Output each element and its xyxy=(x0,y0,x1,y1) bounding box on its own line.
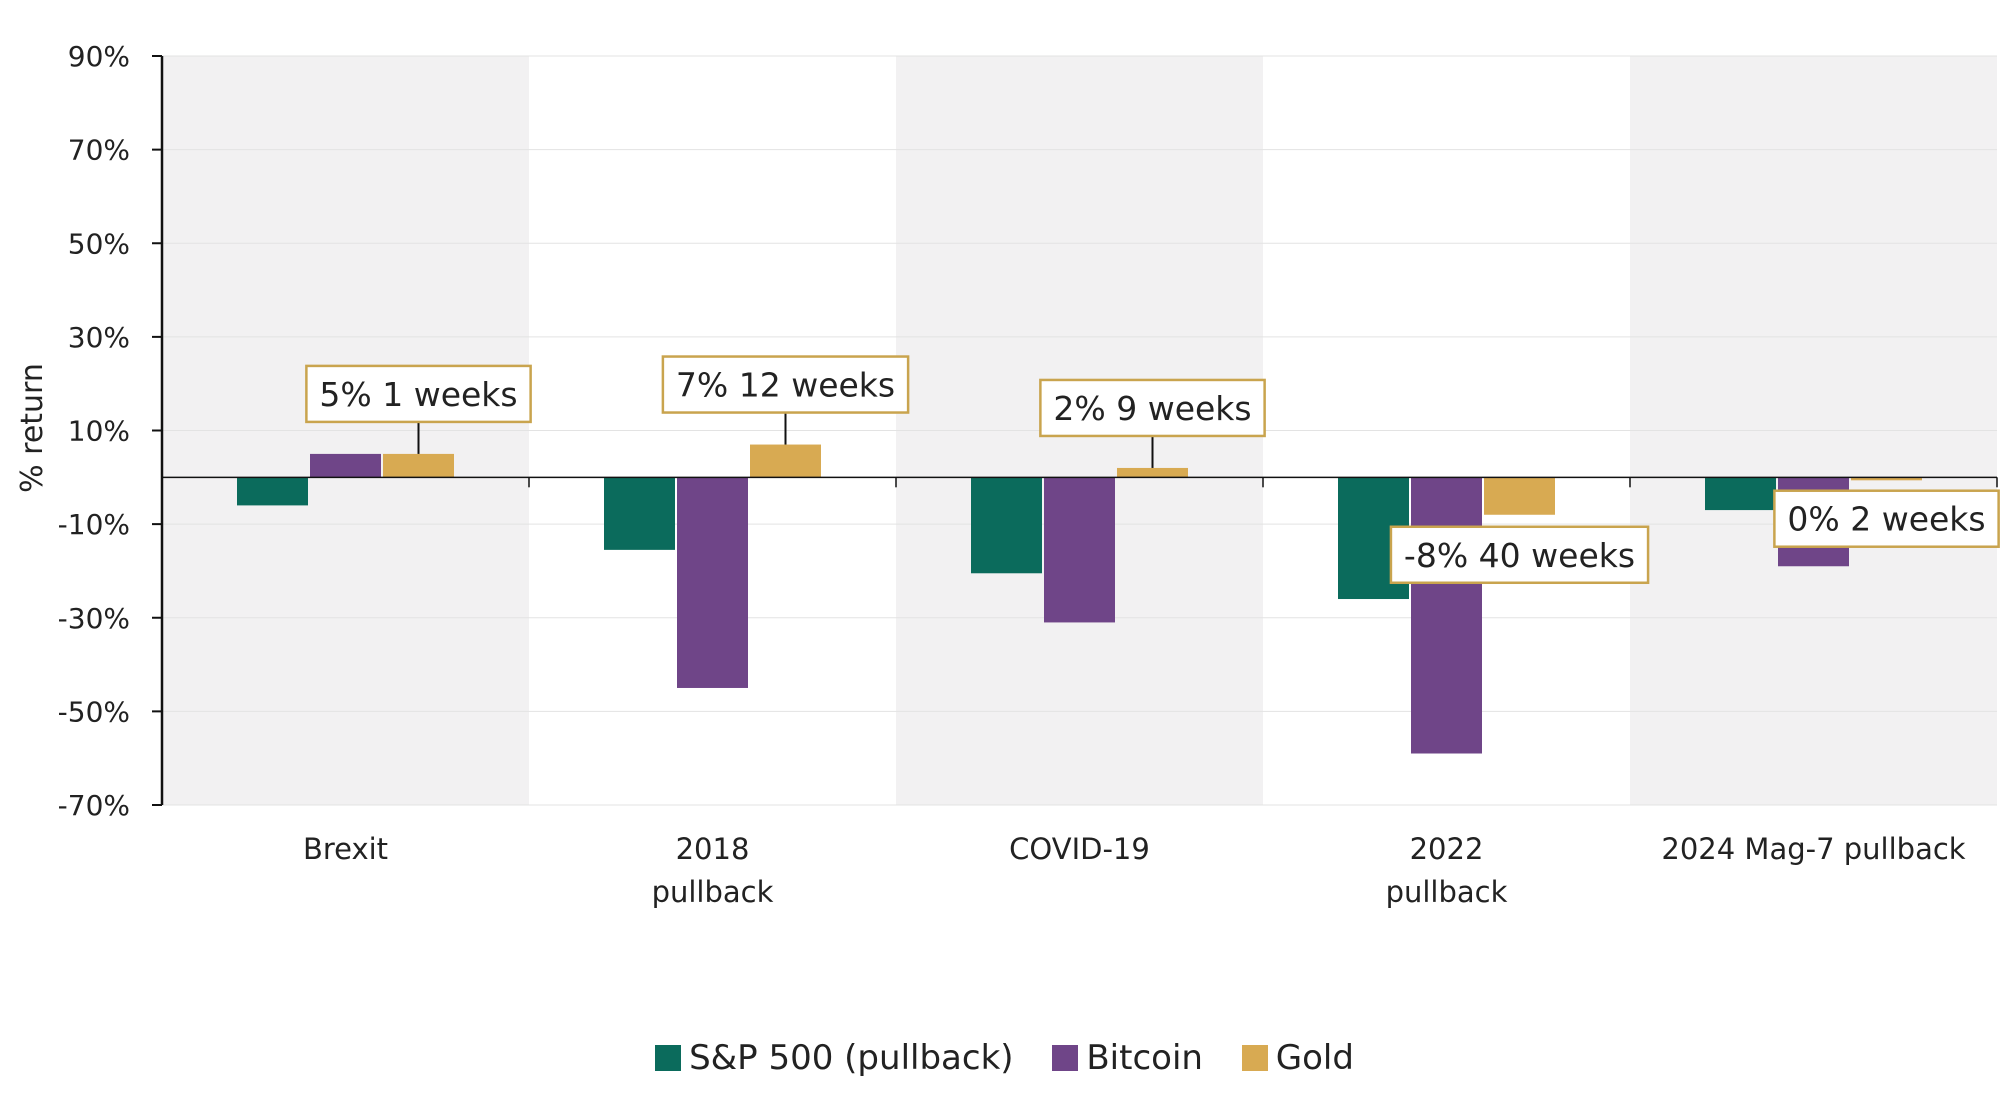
y-tick-label: 70% xyxy=(68,134,130,167)
legend-label-bitcoin: Bitcoin xyxy=(1086,1038,1203,1078)
legend-item-gold: Gold xyxy=(1241,1038,1354,1078)
bar-s-p-500-pullback-2018-pullback xyxy=(604,477,675,550)
bar-bitcoin-2018-pullback xyxy=(677,477,748,688)
annotation-label: 2% 9 weeks xyxy=(1053,389,1251,428)
category-label-covid-19: COVID-19 xyxy=(1009,832,1150,866)
y-tick-label: 90% xyxy=(68,40,130,73)
legend-swatch-bitcoin xyxy=(1052,1045,1079,1071)
category-label-2018-pullback: pullback xyxy=(652,875,774,909)
x-category-labels: Brexit 2018 pullback COVID-19 2022 pullback 20… xyxy=(303,832,1966,909)
category-label-brexit: Brexit xyxy=(303,832,388,866)
y-tick-label: 30% xyxy=(68,321,130,354)
annotation-label: 7% 12 weeks xyxy=(676,366,895,405)
category-label-2024-mag-7-pullback: 2024 Mag-7 pullback xyxy=(1661,832,1965,866)
annotation-box xyxy=(1773,489,2000,548)
legend-item-sp500: S&P 500 (pullback) xyxy=(655,1038,1014,1078)
y-tick-label: -50% xyxy=(58,695,130,728)
annotation-box xyxy=(661,355,910,414)
y-tick-label: -30% xyxy=(58,602,130,635)
annotation-label: 0% 2 weeks xyxy=(1787,500,1985,539)
bars xyxy=(237,444,1922,754)
legend-swatch-sp500 xyxy=(655,1045,682,1071)
bar-bitcoin-brexit xyxy=(310,453,381,478)
annotation-box xyxy=(305,364,532,424)
category-label-2022-pullback: pullback xyxy=(1386,875,1508,909)
annotations: 5% 1 weeks 7% 12 weeks 2% 9 weeks -8% 40 we… xyxy=(305,355,2000,585)
legend: S&P 500 (pullback) Bitcoin Gold xyxy=(0,1038,2009,1080)
bar-gold-2024-mag-7-pullback xyxy=(1851,477,1922,481)
annotation-label: -8% 40 weeks xyxy=(1404,536,1635,575)
y-tick-label: 10% xyxy=(68,415,130,448)
category-label-2018-pullback: 2018 xyxy=(676,832,750,866)
bar-bitcoin-2022-pullback xyxy=(1411,477,1482,754)
bar-gold-2022-pullback xyxy=(1484,477,1555,515)
annotation-box xyxy=(1039,378,1266,438)
category-label-2022-pullback: 2022 xyxy=(1410,832,1484,866)
y-axis-label: % return xyxy=(15,363,50,493)
annotation-box xyxy=(1389,525,1650,585)
axes xyxy=(152,55,1998,806)
bar-gold-brexit xyxy=(383,453,454,478)
annotation-label: 5% 1 weeks xyxy=(319,375,517,414)
legend-label-gold: Gold xyxy=(1275,1038,1354,1078)
bar-gold-2018-pullback xyxy=(750,444,821,478)
y-tick-label: -10% xyxy=(58,508,130,541)
bar-s-p-500-pullback-2024-mag-7-pullback xyxy=(1705,477,1776,511)
bar-s-p-500-pullback-covid-19 xyxy=(971,477,1042,574)
y-tick-label: -70% xyxy=(58,789,130,822)
bar-gold-covid-19 xyxy=(1117,467,1188,478)
y-tick-labels: 90% 70% 50% 30% 10% -10% -30% -50% -70% xyxy=(58,40,130,822)
legend-label-sp500: S&P 500 (pullback) xyxy=(689,1038,1014,1078)
y-tick-label: 50% xyxy=(68,227,130,260)
bar-s-p-500-pullback-brexit xyxy=(237,477,308,506)
legend-item-bitcoin: Bitcoin xyxy=(1052,1038,1203,1078)
legend-swatch-gold xyxy=(1241,1045,1268,1071)
bar-bitcoin-covid-19 xyxy=(1044,477,1115,623)
